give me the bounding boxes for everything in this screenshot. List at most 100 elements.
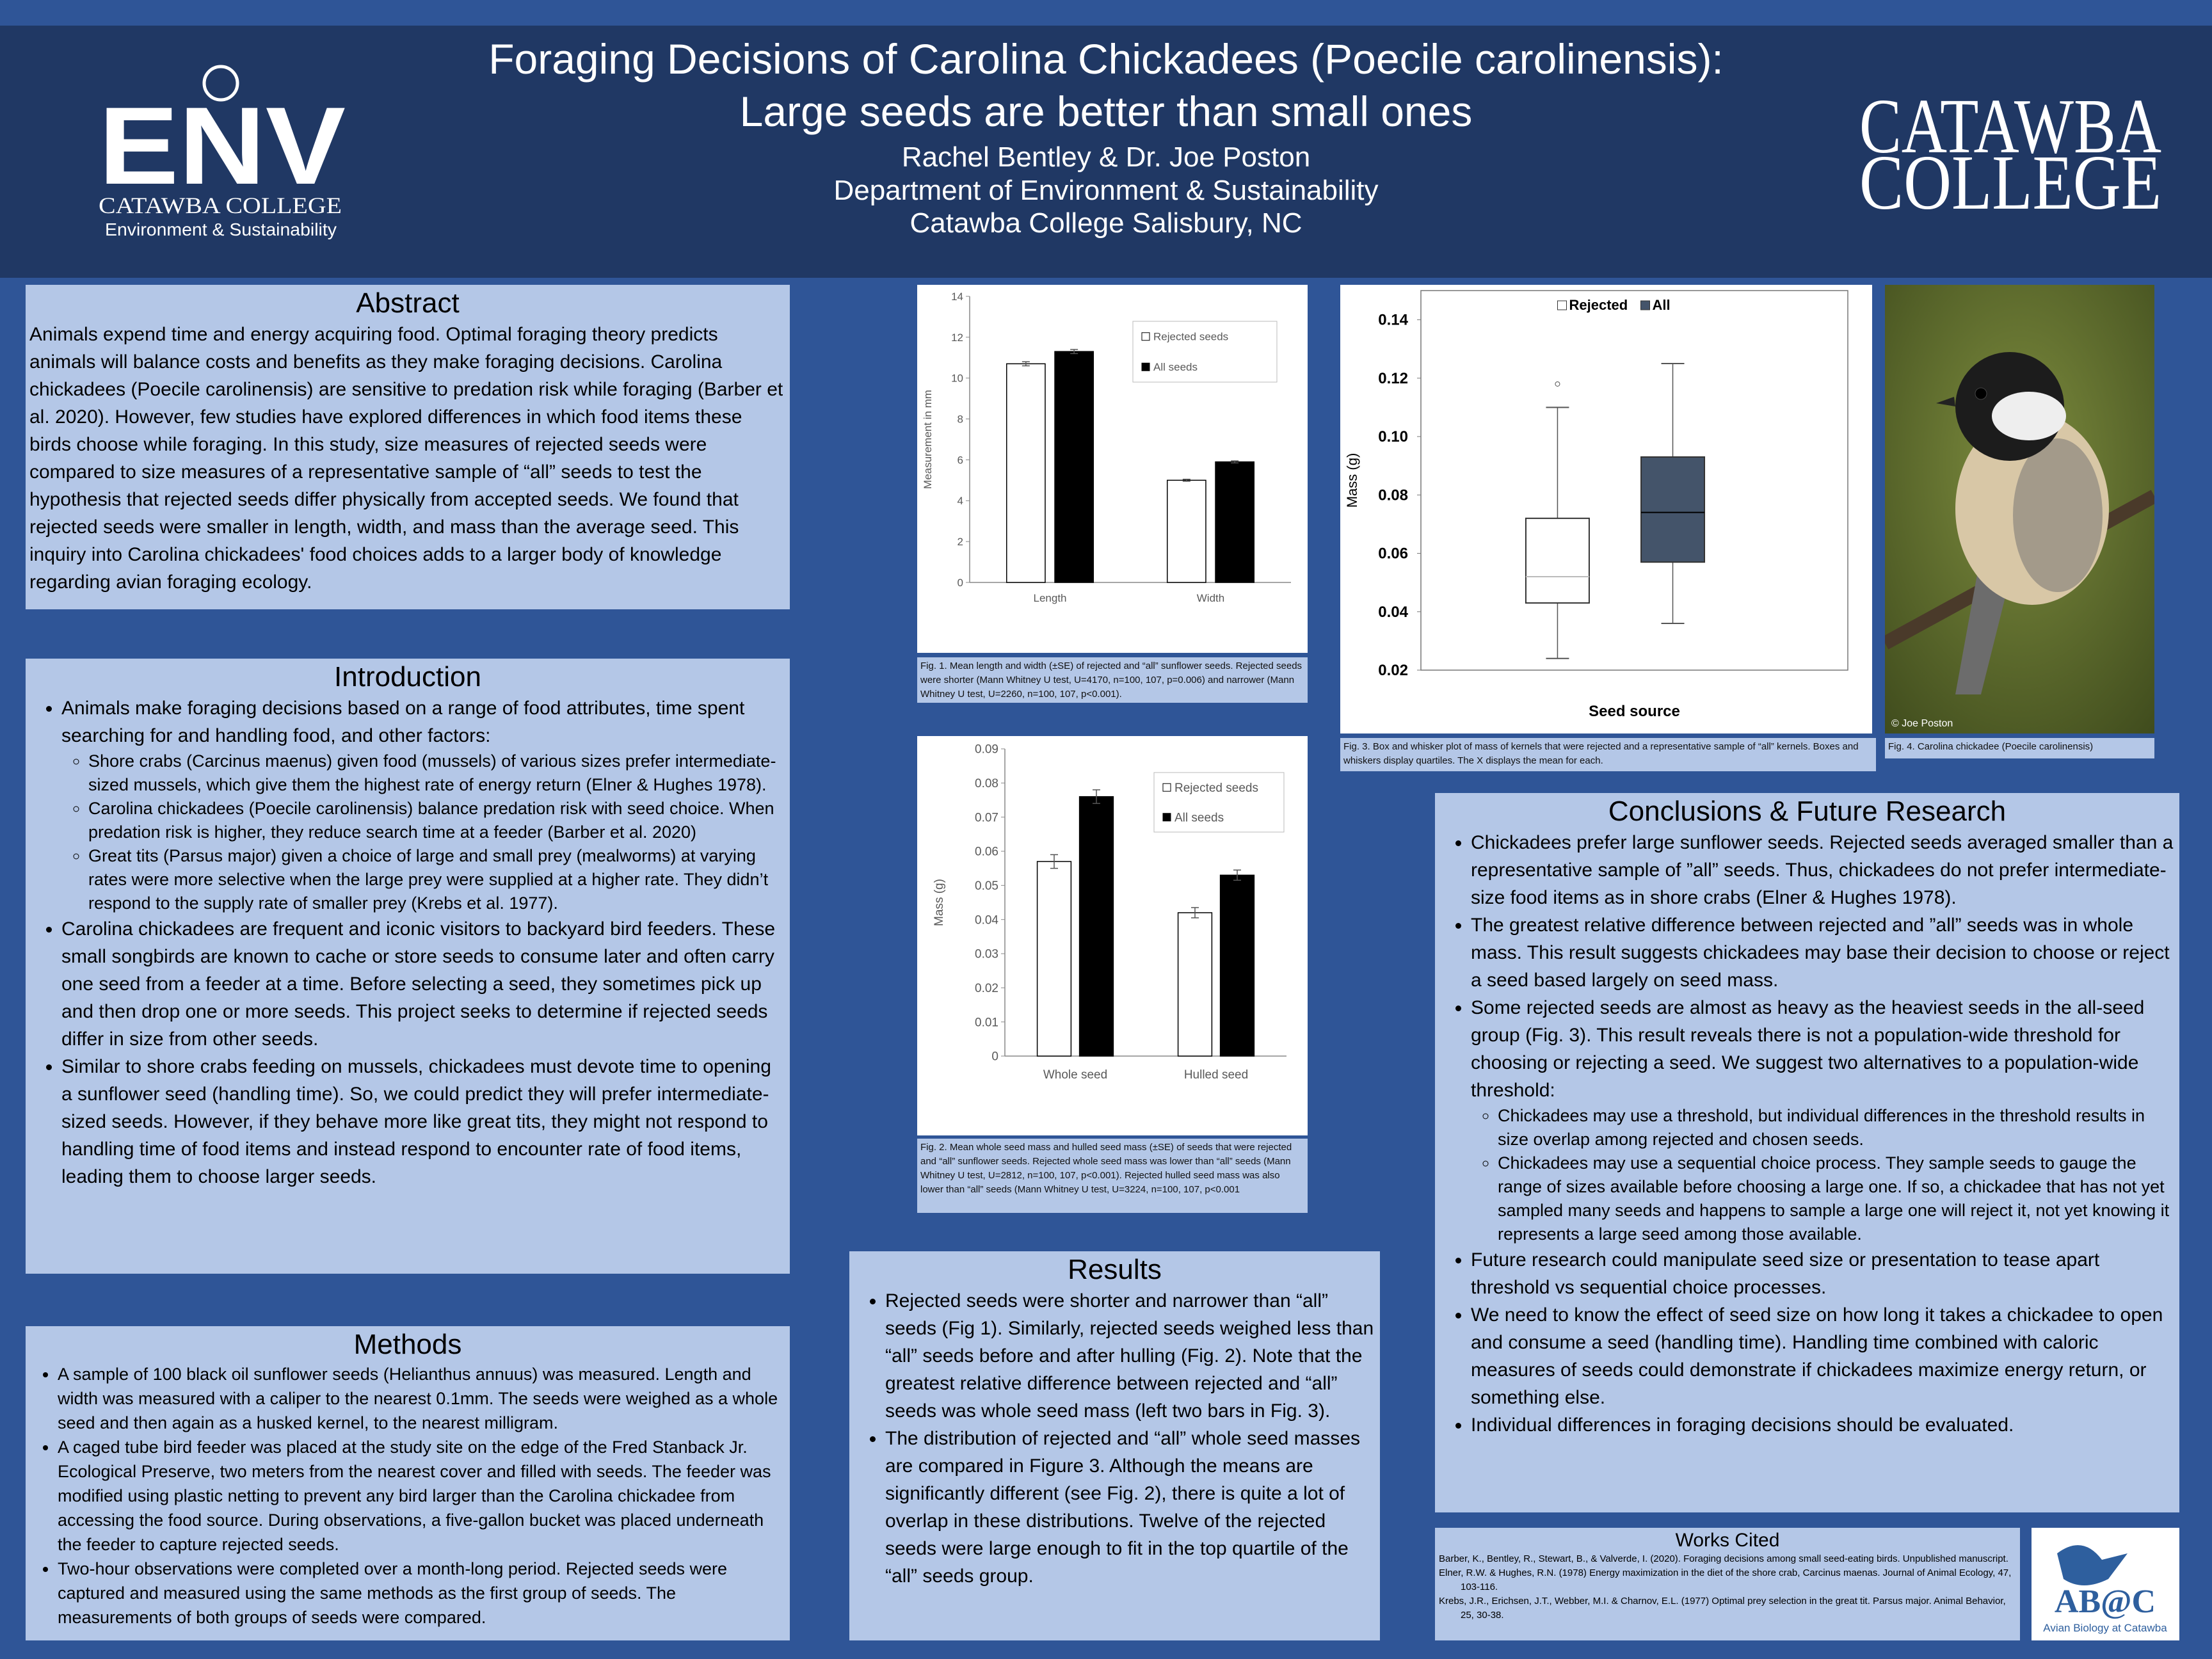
bullet-item: Great tits (Parsus major) given a choice… xyxy=(88,844,786,915)
legend-label: Rejected seeds xyxy=(1174,781,1258,795)
y-tick-label: 0.02 xyxy=(975,982,998,995)
bullet-item: Future research could manipulate seed si… xyxy=(1471,1246,2176,1301)
works-cited-panel: Works Cited Barber, K., Bentley, R., Ste… xyxy=(1435,1528,2020,1640)
bar xyxy=(1078,796,1114,1057)
error-bar xyxy=(1050,854,1058,869)
legend-swatch xyxy=(1162,783,1171,792)
bullet-item: Similar to shore crabs feeding on mussel… xyxy=(61,1053,786,1190)
bullet-item: Chickadees may use a sequential choice p… xyxy=(1498,1151,2176,1246)
bar xyxy=(1215,461,1255,583)
bullet-item: Some rejected seeds are almost as heavy … xyxy=(1471,994,2176,1246)
bullet-item: Two-hour observations were completed ove… xyxy=(58,1557,786,1630)
bullet-item: The greatest relative difference between… xyxy=(1471,911,2176,994)
section-heading: Conclusions & Future Research xyxy=(1608,796,2007,827)
error-bar xyxy=(1191,907,1199,918)
legend-label: All seeds xyxy=(1153,361,1198,373)
y-axis-title: Measurement in mm xyxy=(922,390,934,489)
y-tick-label: 0.06 xyxy=(975,846,998,859)
logo-sun xyxy=(202,65,239,102)
env-logo: ENV CATAWBA COLLEGE Environment & Sustai… xyxy=(99,65,346,239)
bar xyxy=(1219,874,1255,1057)
bullet-item: The distribution of rejected and “all” w… xyxy=(885,1425,1376,1590)
chickadee-photo: © Joe Poston xyxy=(1885,285,2154,733)
y-tick-label: 0.08 xyxy=(975,777,998,790)
header-band xyxy=(0,26,2212,278)
y-tick-label: 2 xyxy=(958,536,963,548)
y-tick-label: 0.04 xyxy=(1378,604,1408,621)
logo-text: Environment & Sustainability xyxy=(105,220,337,239)
y-tick-label: 0.10 xyxy=(1378,428,1408,445)
bullet-text: A sample of 100 black oil sunflower seed… xyxy=(58,1365,778,1432)
photo-credit: © Joe Poston xyxy=(1891,718,1953,729)
bullet-item: Krebs, J.R., Erichsen, J.T., Webber, M.I… xyxy=(1439,1594,2016,1623)
error-bar xyxy=(1070,349,1078,355)
bullet-list: Rejected seeds were shorter and narrower… xyxy=(853,1287,1376,1590)
y-tick-label: 0.05 xyxy=(975,879,998,893)
y-tick-label: 0 xyxy=(958,577,963,589)
bullet-text: Krebs, J.R., Erichsen, J.T., Webber, M.I… xyxy=(1439,1596,2006,1621)
bullet-item: Carolina chickadees (Poecile carolinensi… xyxy=(88,797,786,844)
error-bar xyxy=(1022,361,1030,367)
institution: Catawba College Salisbury, NC xyxy=(910,207,1302,239)
bullet-list: Chickadees prefer large sunflower seeds.… xyxy=(1439,829,2176,1439)
bullet-text: Individual differences in foraging decis… xyxy=(1471,1415,2014,1436)
y-tick-label: 0.12 xyxy=(1378,370,1408,387)
bullet-item: Rejected seeds were shorter and narrower… xyxy=(885,1287,1376,1425)
bullet-list: Barber, K., Bentley, R., Stewart, B., & … xyxy=(1439,1552,2016,1623)
x-tick-label: Length xyxy=(1034,592,1067,604)
y-tick-label: 4 xyxy=(958,495,963,507)
bullet-list: Animals make foraging decisions based on… xyxy=(29,694,786,1190)
legend-swatch xyxy=(1162,813,1171,822)
legend-label: All xyxy=(1653,297,1671,313)
bullet-item: Animals make foraging decisions based on… xyxy=(61,694,786,915)
legend-label: Rejected xyxy=(1569,297,1628,313)
legend-swatch xyxy=(1640,300,1650,310)
bar xyxy=(1036,861,1072,1057)
logo-text: CATAWBA xyxy=(1859,83,2161,170)
bullet-text: Chickadees prefer large sunflower seeds.… xyxy=(1471,832,2174,908)
figure-1: 0 2 4 6 8 10 12 14 Measurement in mm Length Width R… xyxy=(917,285,1308,653)
logo-bird xyxy=(2057,1545,2128,1585)
legend-swatch xyxy=(1141,362,1150,371)
legend-swatch xyxy=(1141,332,1150,341)
section-heading: Results xyxy=(1068,1254,1162,1285)
abstract-panel: Abstract Animals expend time and energy … xyxy=(26,285,790,609)
figure-3: 0.02 0.04 0.06 0.08 0.10 0.12 0.14 Mass (g) Seed… xyxy=(1340,285,1872,733)
bullet-item: Carolina chickadees are frequent and ico… xyxy=(61,915,786,1053)
legend-label: All seeds xyxy=(1174,811,1224,824)
figure-caption: Fig. 1. Mean length and width (±SE) of r… xyxy=(917,657,1308,703)
logo-text: Avian Biology at Catawba xyxy=(2043,1622,2167,1634)
bullet-item: Chickadees prefer large sunflower seeds.… xyxy=(1471,829,2176,911)
legend-swatch xyxy=(1557,300,1567,310)
abstract-text: Animals expend time and energy acquiring… xyxy=(29,324,783,593)
y-tick-label: 8 xyxy=(958,413,963,426)
error-bar xyxy=(1093,789,1100,805)
bullet-text: Chickadees may use a threshold, but indi… xyxy=(1498,1106,2145,1149)
title: Large seeds are better than small ones xyxy=(739,88,1473,135)
methods-panel: Methods A sample of 100 black oil sunflo… xyxy=(26,1326,790,1640)
bullet-text: Carolina chickadees are frequent and ico… xyxy=(61,918,776,1050)
bullet-text: Rejected seeds were shorter and narrower… xyxy=(885,1290,1374,1422)
error-bar xyxy=(1233,869,1241,881)
title: Foraging Decisions of Carolina Chickadee… xyxy=(488,35,1724,83)
catawba-logo: CATAWBA COLLEGE xyxy=(1859,83,2161,218)
x-tick-label: Hulled seed xyxy=(1184,1068,1248,1082)
bullet-text: Shore crabs (Carcinus maenus) given food… xyxy=(88,751,776,794)
bullet-text: Barber, K., Bentley, R., Stewart, B., & … xyxy=(1439,1553,2008,1564)
legend-box xyxy=(1153,772,1285,833)
introduction-panel: Introduction Animals make foraging decis… xyxy=(26,659,790,1274)
x-tick-label: Whole seed xyxy=(1043,1068,1107,1082)
section-heading: Introduction xyxy=(334,661,481,693)
logo-text: COLLEGE xyxy=(1859,140,2161,218)
legend-label: Rejected seeds xyxy=(1153,331,1228,343)
bird-cheek xyxy=(1992,392,2066,440)
y-tick-label: 6 xyxy=(958,454,963,466)
y-tick-label: 0 xyxy=(991,1050,998,1064)
y-tick-label: 0.14 xyxy=(1378,312,1408,329)
department: Department of Environment & Sustainabili… xyxy=(833,175,1379,206)
y-tick-label: 0.04 xyxy=(975,913,998,927)
x-tick-label: Width xyxy=(1197,592,1224,604)
y-tick-label: 0.08 xyxy=(1378,486,1408,504)
bullet-item: Chickadees may use a threshold, but indi… xyxy=(1498,1104,2176,1151)
